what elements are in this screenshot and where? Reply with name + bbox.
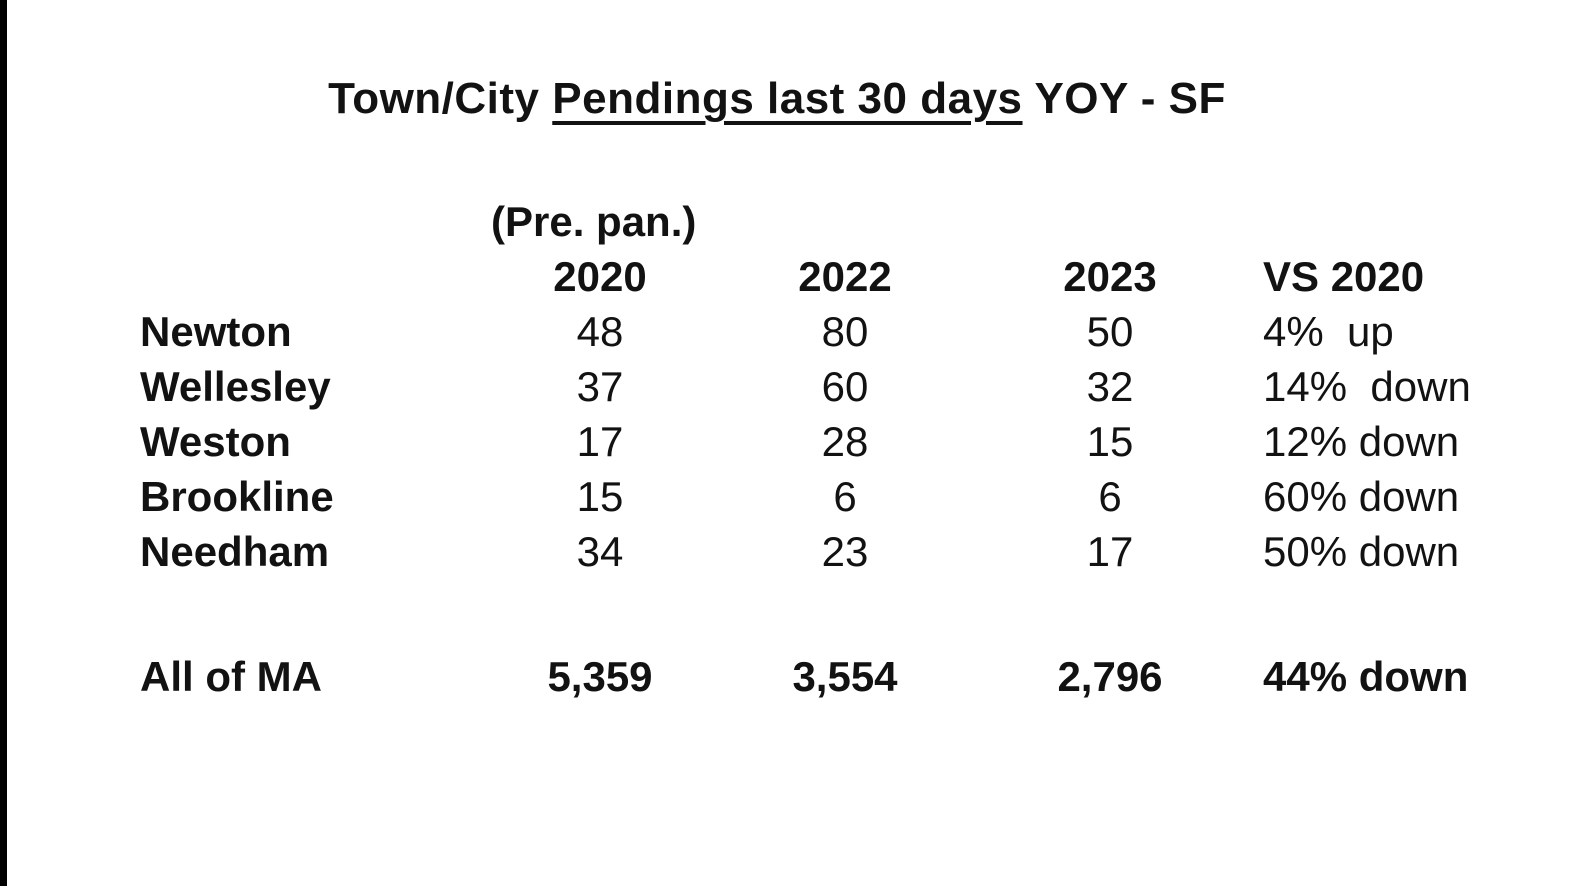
value-2022: 23 bbox=[821, 527, 869, 575]
title-prefix: Town/City bbox=[328, 74, 553, 123]
value-2020: 17 bbox=[576, 417, 624, 465]
left-edge-bar bbox=[0, 0, 7, 886]
header-2020: 2020 bbox=[553, 252, 647, 300]
header-2022: 2022 bbox=[798, 252, 892, 300]
town-label: Wellesley bbox=[140, 362, 331, 410]
town-label: Brookline bbox=[140, 472, 334, 520]
header-row: 2020 2022 2023 VS 2020 bbox=[140, 249, 1495, 304]
table-row-newton: Newton 48 80 50 4% up bbox=[140, 304, 1495, 359]
header-2023: 2023 bbox=[1063, 252, 1157, 300]
blank-spacer-row bbox=[140, 579, 1495, 649]
value-2023: 32 bbox=[1086, 362, 1134, 410]
value-2022: 80 bbox=[821, 307, 869, 355]
town-label: All of MA bbox=[140, 652, 322, 700]
value-2022: 60 bbox=[821, 362, 869, 410]
town-label: Weston bbox=[140, 417, 291, 465]
table-row-wellesley: Wellesley 37 60 32 14% down bbox=[140, 359, 1495, 414]
value-vs-2020: 44% down bbox=[1263, 652, 1469, 700]
value-vs-2020: 50% down bbox=[1263, 527, 1460, 575]
table-row-needham: Needham 34 23 17 50% down bbox=[140, 524, 1495, 579]
table-row-all-of-ma: All of MA 5,359 3,554 2,796 44% down bbox=[140, 649, 1495, 704]
value-2020: 48 bbox=[576, 307, 624, 355]
pre-pan-label: (Pre. pan.) bbox=[491, 197, 697, 245]
value-vs-2020: 4% up bbox=[1263, 307, 1394, 355]
town-label: Newton bbox=[140, 307, 292, 355]
value-2022: 3,554 bbox=[792, 652, 898, 700]
value-vs-2020: 14% down bbox=[1263, 362, 1471, 410]
title-suffix: YOY - SF bbox=[1022, 74, 1226, 123]
value-2023: 50 bbox=[1086, 307, 1134, 355]
value-2022: 6 bbox=[833, 472, 857, 520]
table-row-weston: Weston 17 28 15 12% down bbox=[140, 414, 1495, 469]
value-2023: 15 bbox=[1086, 417, 1134, 465]
pendings-table: (Pre. pan.) 2020 2022 2023 VS 2020 Newto… bbox=[140, 194, 1495, 704]
value-2023: 17 bbox=[1086, 527, 1134, 575]
value-2020: 34 bbox=[576, 527, 624, 575]
town-label: Needham bbox=[140, 527, 330, 575]
value-vs-2020: 12% down bbox=[1263, 417, 1460, 465]
value-2020: 15 bbox=[576, 472, 624, 520]
value-2023: 6 bbox=[1098, 472, 1122, 520]
value-2020: 5,359 bbox=[547, 652, 653, 700]
value-2022: 28 bbox=[821, 417, 869, 465]
title-underlined-phrase: Pendings last 30 days bbox=[552, 74, 1023, 123]
value-2020: 37 bbox=[576, 362, 624, 410]
page-title: Town/City Pendings last 30 days YOY - SF bbox=[7, 74, 1547, 124]
value-2023: 2,796 bbox=[1057, 652, 1163, 700]
header-vs-2020: VS 2020 bbox=[1263, 252, 1425, 300]
value-vs-2020: 60% down bbox=[1263, 472, 1460, 520]
pre-pan-row: (Pre. pan.) bbox=[140, 194, 1495, 249]
table-row-brookline: Brookline 15 6 6 60% down bbox=[140, 469, 1495, 524]
